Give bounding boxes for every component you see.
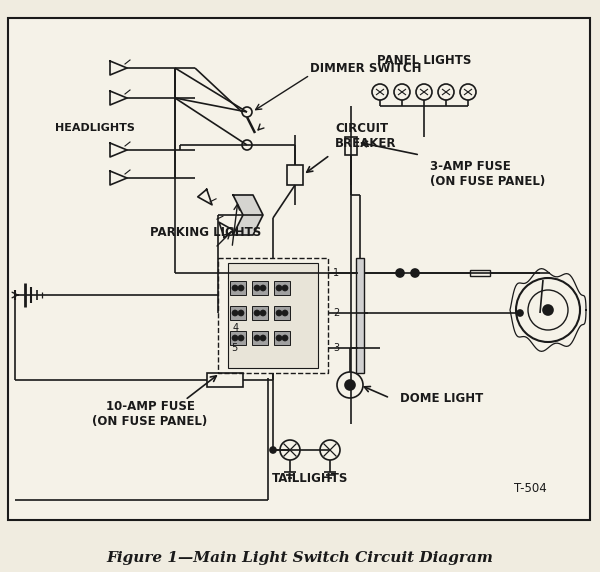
Circle shape [260, 335, 266, 341]
Text: HEADLIGHTS: HEADLIGHTS [55, 123, 135, 133]
Text: 3: 3 [333, 343, 339, 353]
Bar [274, 281, 290, 295]
Circle shape [254, 285, 260, 291]
Circle shape [282, 285, 288, 291]
Circle shape [238, 285, 244, 291]
Text: 10-AMP FUSE
(ON FUSE PANEL): 10-AMP FUSE (ON FUSE PANEL) [92, 400, 208, 428]
Bar [8, 18, 590, 520]
Text: CIRCUIT
BREAKER: CIRCUIT BREAKER [335, 122, 397, 150]
Text: 3-AMP FUSE
(ON FUSE PANEL): 3-AMP FUSE (ON FUSE PANEL) [430, 160, 545, 188]
Circle shape [260, 285, 266, 291]
Bar [230, 281, 246, 295]
Circle shape [282, 335, 288, 341]
Bar [274, 331, 290, 345]
Text: 4: 4 [233, 323, 239, 333]
Text: PANEL LIGHTS: PANEL LIGHTS [377, 54, 471, 66]
Text: 5: 5 [231, 343, 237, 353]
Text: 1: 1 [333, 268, 339, 278]
Bar [345, 137, 357, 155]
Circle shape [517, 310, 523, 316]
Bar [252, 306, 268, 320]
Circle shape [345, 380, 355, 390]
Circle shape [276, 285, 282, 291]
Circle shape [396, 269, 404, 277]
Bar [356, 258, 364, 373]
Bar [252, 331, 268, 345]
Circle shape [276, 310, 282, 316]
Bar [252, 281, 268, 295]
Circle shape [238, 310, 244, 316]
Bar [230, 331, 246, 345]
Circle shape [232, 310, 238, 316]
Circle shape [232, 335, 238, 341]
Text: 2: 2 [333, 308, 339, 318]
Circle shape [260, 310, 266, 316]
Text: PARKING LIGHTS: PARKING LIGHTS [150, 225, 261, 239]
Text: DIMMER SWITCH: DIMMER SWITCH [310, 62, 421, 74]
Circle shape [282, 310, 288, 316]
Text: T-504: T-504 [514, 482, 547, 495]
Bar [207, 373, 243, 387]
Polygon shape [233, 195, 263, 235]
Circle shape [254, 335, 260, 341]
Text: Figure 1—Main Light Switch Circuit Diagram: Figure 1—Main Light Switch Circuit Diagr… [107, 551, 493, 565]
Circle shape [270, 447, 276, 453]
Circle shape [232, 285, 238, 291]
Circle shape [411, 269, 419, 277]
Bar [230, 306, 246, 320]
Bar [470, 270, 490, 276]
Circle shape [254, 310, 260, 316]
Circle shape [543, 305, 553, 315]
Text: DOME LIGHT: DOME LIGHT [400, 391, 483, 404]
Circle shape [238, 335, 244, 341]
Bar [287, 165, 303, 185]
Circle shape [276, 335, 282, 341]
Bar [218, 258, 328, 373]
Text: TAILLIGHTS: TAILLIGHTS [272, 471, 348, 484]
Bar [228, 263, 318, 368]
Bar [274, 306, 290, 320]
